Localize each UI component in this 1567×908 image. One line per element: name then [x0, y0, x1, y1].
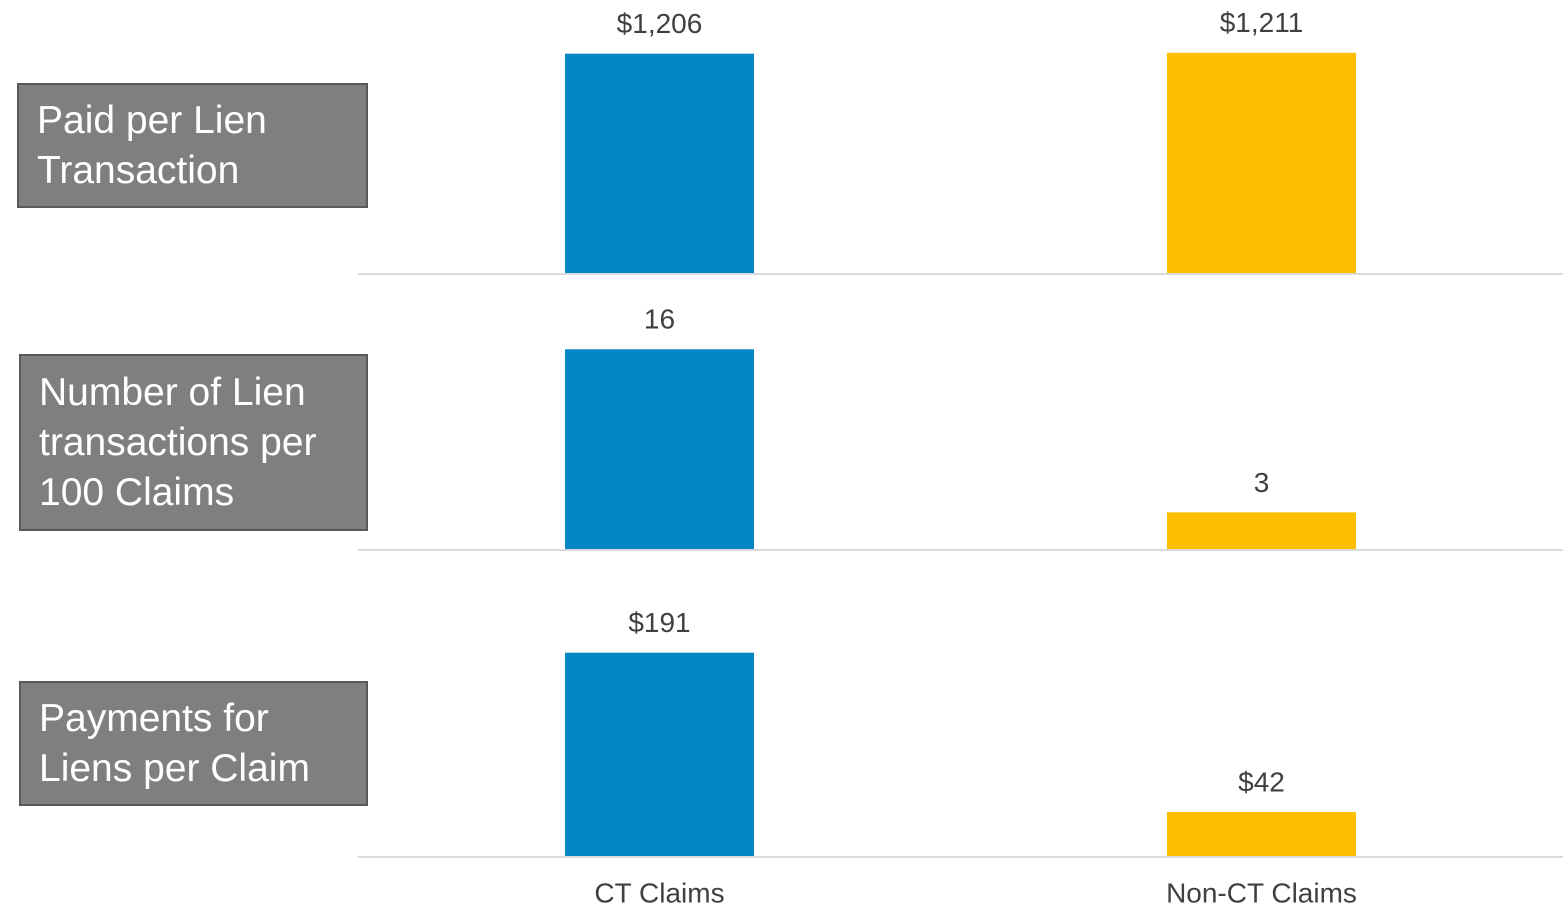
- bar: [565, 652, 754, 857]
- bar: [1167, 512, 1356, 550]
- value-label: $1,211: [1220, 7, 1304, 38]
- panel-title: Number of Lien transactions per 100 Clai…: [39, 370, 317, 514]
- value-label: $1,206: [617, 8, 703, 39]
- panel-title: Payments for Liens per Claim: [39, 696, 310, 790]
- value-label: $42: [1238, 766, 1285, 797]
- bar: [565, 53, 754, 275]
- bar: [565, 349, 754, 550]
- value-label: 16: [644, 304, 675, 335]
- panel-label-box: Number of Lien transactions per 100 Clai…: [19, 354, 368, 531]
- value-label: $191: [628, 607, 690, 638]
- panel-title: Paid per Lien Transaction: [37, 98, 267, 192]
- bar: [1167, 812, 1356, 857]
- x-tick-label: CT Claims: [594, 877, 724, 908]
- value-label: 3: [1254, 467, 1270, 498]
- x-tick-label: Non-CT Claims: [1166, 877, 1357, 908]
- bar: [1167, 52, 1356, 275]
- panel-label-box: Payments for Liens per Claim: [19, 681, 368, 806]
- panel-label-box: Paid per Lien Transaction: [17, 83, 368, 208]
